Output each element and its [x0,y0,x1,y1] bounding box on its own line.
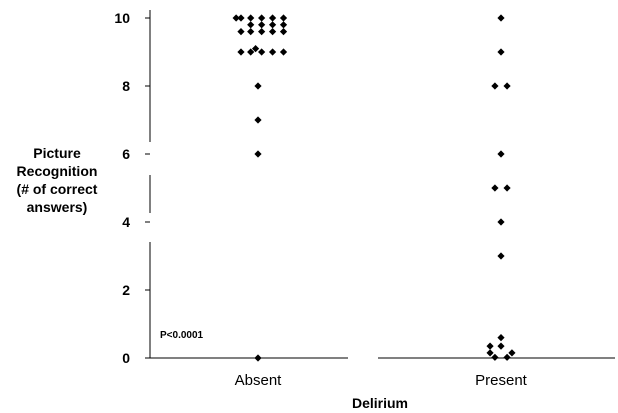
data-point-absent [279,48,288,56]
data-point-absent [258,21,266,29]
y-tick-label: 4 [122,214,130,230]
y-tick-label: 0 [122,350,130,366]
x-axis-title: Delirium [352,395,408,411]
y-axis-title-line: (# of correct [17,181,98,197]
axes [149,10,615,359]
data-point-absent [254,354,262,362]
y-axis-title-line: Recognition [17,163,98,179]
data-point-absent [268,48,277,56]
data-point-absent [237,48,245,56]
y-tick-label: 6 [122,146,130,162]
data-point-present [486,349,494,357]
data-point-absent [251,45,260,53]
y-axis-title-line: Picture [33,145,81,161]
data-point-present [503,184,511,192]
data-point-present [497,334,505,342]
data-point-absent [232,14,240,22]
data-point-absent [237,14,245,22]
data-point-absent [279,14,288,22]
data-point-absent [258,14,266,22]
y-axis-title-line: answers) [27,199,88,215]
data-point-present [497,218,505,226]
data-point-absent [254,150,262,158]
y-tick-label: 10 [114,10,130,26]
y-tick-label: 2 [122,282,130,298]
data-point-present [497,150,505,158]
y-tick-label: 8 [122,78,130,94]
data-points [232,14,516,362]
data-point-present [508,349,516,357]
data-point-absent [247,28,255,36]
x-axis-category-labels: Absent Present [235,372,528,389]
data-point-present [497,252,505,260]
y-axis-title: Picture Recognition (# of correct answers) [17,145,98,215]
data-point-absent [247,48,255,56]
x-category-label: Present [475,372,528,389]
data-point-absent [279,28,288,36]
data-point-absent [254,82,262,90]
data-point-absent [258,48,266,56]
y-axis-ticks: 0 2 4 6 8 10 [114,10,150,366]
data-point-absent [254,116,262,124]
data-point-absent [258,28,266,36]
data-point-absent [268,21,277,29]
x-category-label: Absent [235,372,283,389]
data-point-present [491,82,499,90]
data-point-present [497,14,505,22]
data-point-absent [268,28,277,36]
data-point-present [491,184,499,192]
data-point-present [497,48,505,56]
data-point-absent [279,21,288,29]
data-point-present [486,342,494,350]
data-point-absent [237,28,245,36]
data-point-present [503,82,511,90]
data-point-absent [268,14,277,22]
data-point-present [503,353,511,361]
data-point-absent [247,14,255,22]
p-value-annotation: P<0.0001 [160,330,204,341]
data-point-present [497,342,505,350]
data-point-present [491,353,499,361]
data-point-absent [247,21,255,29]
